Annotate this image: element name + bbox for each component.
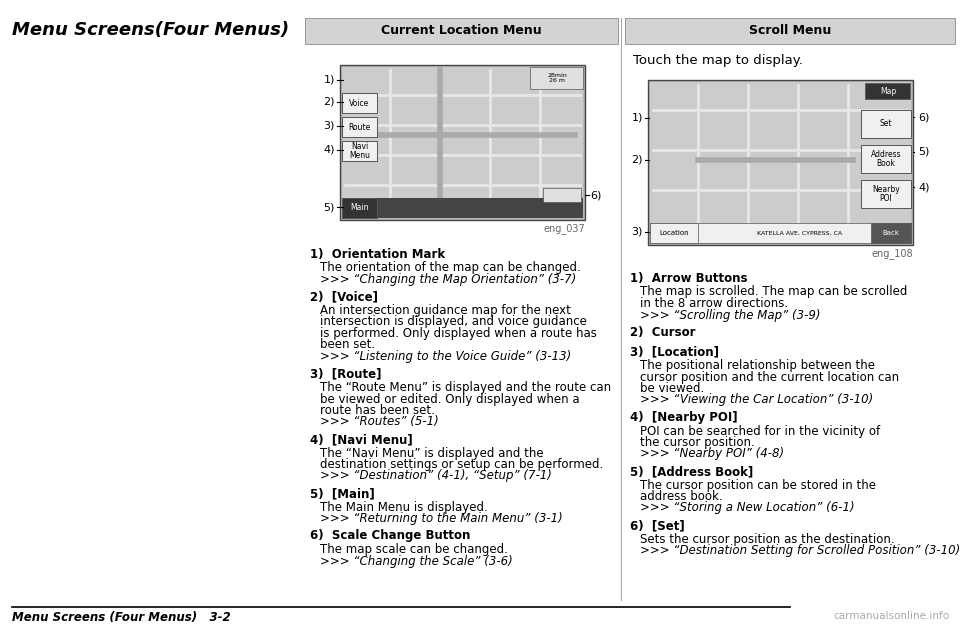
Text: 5): 5) xyxy=(324,202,335,212)
Text: >>> “Returning to the Main Menu” (3-1): >>> “Returning to the Main Menu” (3-1) xyxy=(320,512,563,525)
Text: 5): 5) xyxy=(918,147,929,157)
Text: >>> “Changing the Scale” (3-6): >>> “Changing the Scale” (3-6) xyxy=(320,554,513,568)
Text: The Main Menu is displayed.: The Main Menu is displayed. xyxy=(320,500,488,513)
Text: be viewed or edited. Only displayed when a: be viewed or edited. Only displayed when… xyxy=(320,392,580,406)
Text: Scroll Menu: Scroll Menu xyxy=(749,25,831,38)
Text: KATELLA AVE, CYPRESS, CA: KATELLA AVE, CYPRESS, CA xyxy=(757,231,843,236)
Text: >>> “Changing the Map Orientation” (3-7): >>> “Changing the Map Orientation” (3-7) xyxy=(320,273,576,286)
Text: 2)  [Voice]: 2) [Voice] xyxy=(310,290,378,304)
Bar xyxy=(650,223,911,243)
Bar xyxy=(342,117,377,137)
Text: been set.: been set. xyxy=(320,338,375,352)
Text: >>> “Destination Setting for Scrolled Position” (3-10): >>> “Destination Setting for Scrolled Po… xyxy=(640,544,960,557)
Text: An intersection guidance map for the next: An intersection guidance map for the nex… xyxy=(320,304,571,317)
Text: Route: Route xyxy=(348,122,371,132)
Text: in the 8 arrow directions.: in the 8 arrow directions. xyxy=(640,297,788,310)
Text: route has been set.: route has been set. xyxy=(320,404,435,417)
Bar xyxy=(650,82,911,243)
Text: 1)  Arrow Buttons: 1) Arrow Buttons xyxy=(630,272,748,285)
Bar xyxy=(625,18,955,44)
Text: 2): 2) xyxy=(324,97,335,107)
Text: >>> “Listening to the Voice Guide” (3-13): >>> “Listening to the Voice Guide” (3-13… xyxy=(320,350,571,363)
Bar xyxy=(861,110,911,138)
Text: 5)  [Address Book]: 5) [Address Book] xyxy=(630,465,754,478)
Text: Nearby
POI: Nearby POI xyxy=(872,185,900,203)
Text: 4): 4) xyxy=(918,182,929,192)
Text: Voice: Voice xyxy=(349,98,370,108)
Text: 4)  [Navi Menu]: 4) [Navi Menu] xyxy=(310,433,413,446)
Text: 4): 4) xyxy=(324,145,335,155)
Bar xyxy=(861,180,911,208)
Text: >>> “Nearby POI” (4-8): >>> “Nearby POI” (4-8) xyxy=(640,447,784,461)
Bar xyxy=(650,223,698,243)
Bar xyxy=(342,93,377,113)
Text: 6): 6) xyxy=(590,190,601,200)
Bar xyxy=(342,198,377,218)
Text: address book.: address book. xyxy=(640,490,723,503)
Bar xyxy=(342,198,583,218)
Bar xyxy=(305,18,618,44)
Bar xyxy=(342,141,377,161)
Text: 1): 1) xyxy=(632,113,643,123)
Text: The positional relationship between the: The positional relationship between the xyxy=(640,359,875,372)
Text: carmanualsonline.info: carmanualsonline.info xyxy=(834,611,950,621)
Text: Touch the map to display.: Touch the map to display. xyxy=(633,54,803,67)
Text: Location: Location xyxy=(660,230,689,236)
Text: Navi
Menu: Navi Menu xyxy=(349,142,370,159)
Text: 6): 6) xyxy=(918,112,929,122)
Text: The cursor position can be stored in the: The cursor position can be stored in the xyxy=(640,479,876,491)
Text: 3): 3) xyxy=(632,227,643,237)
Text: >>> “Viewing the Car Location” (3-10): >>> “Viewing the Car Location” (3-10) xyxy=(640,394,874,406)
Bar xyxy=(861,145,911,173)
Bar xyxy=(340,65,585,220)
Text: 4)  [Nearby POI]: 4) [Nearby POI] xyxy=(630,411,737,424)
Text: 6)  [Set]: 6) [Set] xyxy=(630,519,684,532)
Text: >>> “Storing a New Location” (6-1): >>> “Storing a New Location” (6-1) xyxy=(640,501,854,515)
Text: >>> “Scrolling the Map” (3-9): >>> “Scrolling the Map” (3-9) xyxy=(640,309,821,321)
Text: 3)  [Route]: 3) [Route] xyxy=(310,367,381,381)
Text: Menu Screens (Four Menus)   3-2: Menu Screens (Four Menus) 3-2 xyxy=(12,611,230,624)
Text: Set: Set xyxy=(879,120,892,129)
Text: The “Route Menu” is displayed and the route can: The “Route Menu” is displayed and the ro… xyxy=(320,381,612,394)
Text: Menu Screens(Four Menus): Menu Screens(Four Menus) xyxy=(12,21,289,39)
Text: eng_108: eng_108 xyxy=(872,248,913,259)
Text: eng_037: eng_037 xyxy=(543,223,585,234)
Text: the cursor position.: the cursor position. xyxy=(640,436,755,449)
Bar xyxy=(865,83,910,99)
Text: be viewed.: be viewed. xyxy=(640,382,705,395)
Text: Map: Map xyxy=(880,86,896,96)
Text: is performed. Only displayed when a route has: is performed. Only displayed when a rout… xyxy=(320,327,597,340)
Text: 3): 3) xyxy=(324,121,335,131)
Text: 28min
26 m: 28min 26 m xyxy=(547,73,566,83)
Bar xyxy=(871,223,911,243)
Text: 6)  Scale Change Button: 6) Scale Change Button xyxy=(310,529,470,542)
Text: Current Location Menu: Current Location Menu xyxy=(381,25,541,38)
Text: The “Navi Menu” is displayed and the: The “Navi Menu” is displayed and the xyxy=(320,447,543,459)
Text: 5)  [Main]: 5) [Main] xyxy=(310,487,374,500)
Text: intersection is displayed, and voice guidance: intersection is displayed, and voice gui… xyxy=(320,316,587,328)
Text: >>> “Routes” (5-1): >>> “Routes” (5-1) xyxy=(320,416,439,428)
Text: Back: Back xyxy=(882,230,900,236)
Text: 2)  Cursor: 2) Cursor xyxy=(630,326,695,339)
Text: The map is scrolled. The map can be scrolled: The map is scrolled. The map can be scro… xyxy=(640,285,907,299)
Text: 2): 2) xyxy=(632,155,643,165)
Text: 1): 1) xyxy=(324,75,335,85)
Text: destination settings or setup can be performed.: destination settings or setup can be per… xyxy=(320,458,603,471)
Text: >>> “Destination” (4-1), “Setup” (7-1): >>> “Destination” (4-1), “Setup” (7-1) xyxy=(320,469,552,483)
Bar xyxy=(543,188,581,202)
Text: The orientation of the map can be changed.: The orientation of the map can be change… xyxy=(320,261,581,275)
Bar xyxy=(342,67,583,218)
Text: Sets the cursor position as the destination.: Sets the cursor position as the destinat… xyxy=(640,532,895,546)
Text: Address
Book: Address Book xyxy=(871,151,901,168)
Text: Main: Main xyxy=(350,203,369,212)
Text: 3)  [Location]: 3) [Location] xyxy=(630,345,719,358)
Bar xyxy=(530,67,583,89)
Bar xyxy=(648,80,913,245)
Text: POI can be searched for in the vicinity of: POI can be searched for in the vicinity … xyxy=(640,425,880,437)
Text: cursor position and the current location can: cursor position and the current location… xyxy=(640,370,900,384)
Text: The map scale can be changed.: The map scale can be changed. xyxy=(320,543,508,556)
Text: 1)  Orientation Mark: 1) Orientation Mark xyxy=(310,248,445,261)
